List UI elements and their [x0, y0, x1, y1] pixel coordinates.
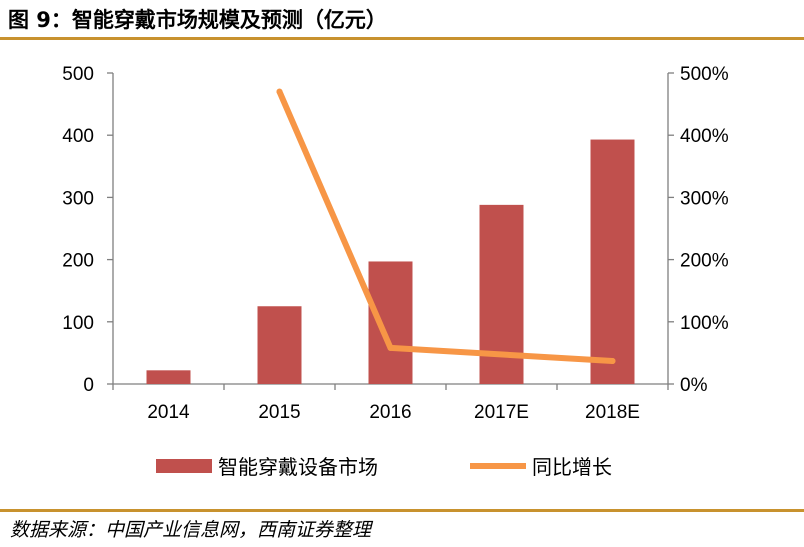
right-axis-tick-label: 300% [680, 188, 729, 209]
growth-point [609, 357, 616, 364]
right-axis-tick-label: 500% [680, 64, 729, 85]
growth-point [276, 88, 283, 95]
legend: 智能穿戴设备市场 同比增长 [156, 455, 612, 479]
x-axis-tick-label: 2017E [474, 402, 529, 423]
bar [146, 370, 191, 384]
legend-line-label: 同比增长 [532, 455, 612, 479]
growth-line [276, 88, 616, 364]
right-axis-tick-label: 400% [680, 126, 729, 147]
x-axis-tick-label: 2015 [258, 402, 300, 423]
plot-area: 0 100 200 300 400 500 0% 100% 200% 300% 400% 500% 20… [62, 64, 728, 423]
bar [368, 261, 413, 384]
bar [257, 306, 302, 384]
right-axis-tick-label: 0% [680, 375, 708, 396]
top-rule [0, 37, 804, 40]
source-note: 数据来源：中国产业信息网，西南证券整理 [10, 519, 372, 541]
legend-bar-label: 智能穿戴设备市场 [218, 455, 378, 479]
bar [590, 139, 635, 384]
left-axis-tick-label: 100 [62, 313, 94, 334]
left-axis-tick-label: 200 [62, 251, 94, 272]
x-axis-tick-label: 2016 [369, 402, 411, 423]
right-axis-tick-label: 100% [680, 313, 729, 334]
right-axis-tick-label: 200% [680, 251, 729, 272]
x-axis-tick-label: 2014 [147, 402, 190, 423]
left-axis-tick-label: 500 [62, 64, 94, 85]
legend-bar-swatch [156, 459, 212, 473]
x-axis-tick-label: 2018E [585, 402, 640, 423]
left-axis-tick-label: 400 [62, 126, 94, 147]
growth-point [387, 344, 394, 351]
figure-title: 图 9：智能穿戴市场规模及预测（亿元） [8, 8, 387, 32]
left-axis-tick-label: 0 [83, 375, 94, 396]
bottom-rule [0, 509, 804, 512]
left-axis-tick-label: 300 [62, 188, 94, 209]
